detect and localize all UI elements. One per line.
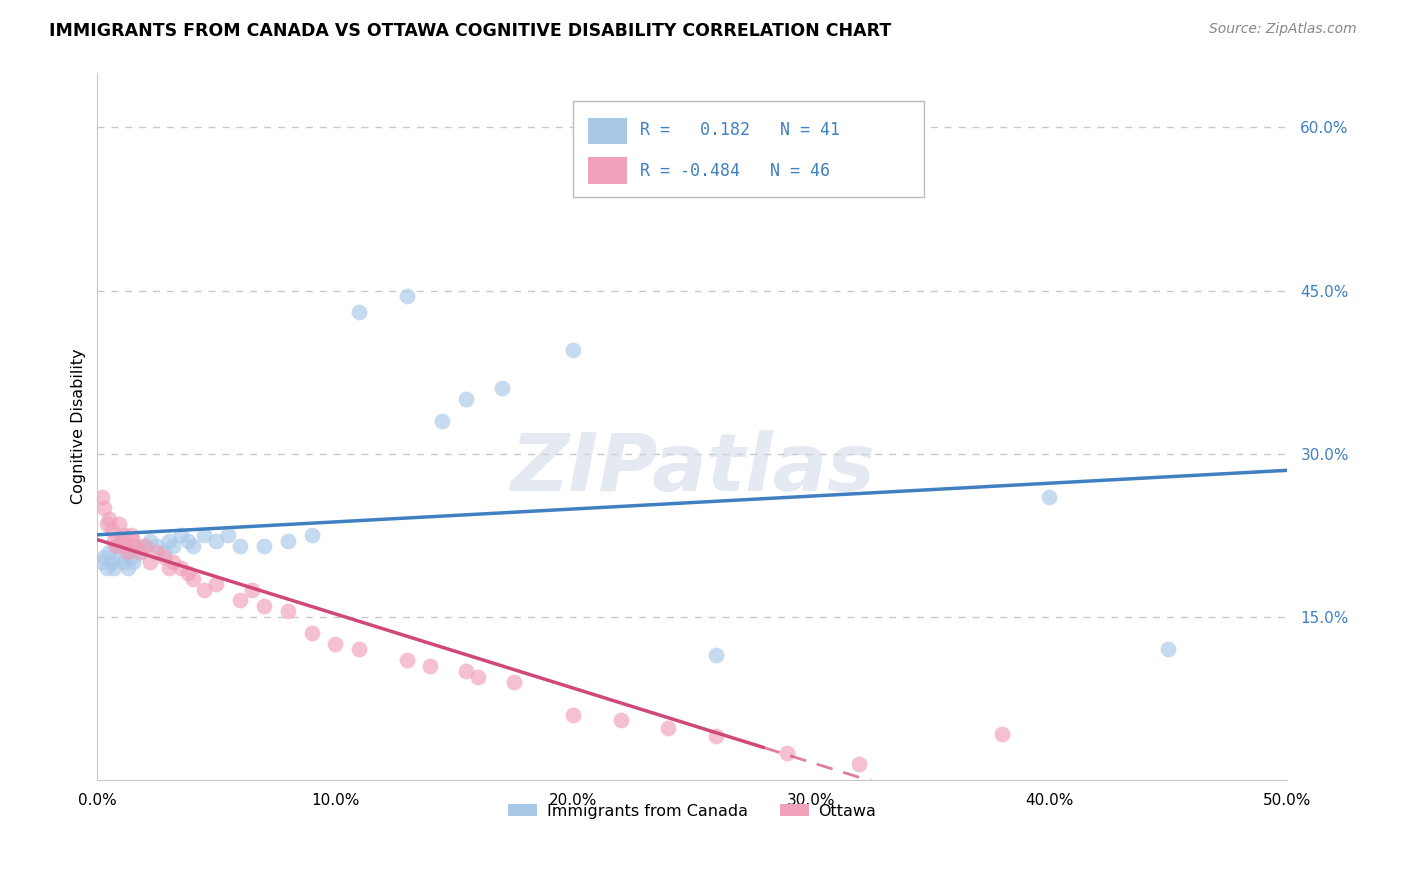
Point [193,528,215,542]
Point [562,343,585,358]
Point [395,653,418,667]
Point [467,670,489,684]
Point [98,544,121,558]
Point [253,599,276,613]
Bar [588,118,627,145]
Point [91,490,114,504]
Point [110,533,132,548]
Point [105,539,128,553]
Point [134,539,156,553]
Point [1157,642,1180,657]
Point [162,539,184,553]
Point [347,642,370,657]
Point [110,533,132,548]
Point [120,528,142,542]
Point [491,381,513,395]
Point [107,517,129,532]
Point [432,414,454,428]
Point [776,746,799,760]
Point [347,305,370,319]
Point [205,533,228,548]
Point [193,582,215,597]
Legend: Immigrants from Canada, Ottawa: Immigrants from Canada, Ottawa [502,797,883,825]
Point [162,556,184,570]
Point [395,289,418,303]
Point [96,561,118,575]
Point [138,533,160,548]
Point [146,539,169,553]
Point [704,648,727,662]
Point [277,604,299,618]
Point [103,533,125,548]
Point [124,539,146,553]
Point [419,658,441,673]
FancyBboxPatch shape [574,102,924,197]
Point [502,675,524,690]
Point [134,539,156,553]
Point [93,501,115,516]
Point [181,572,204,586]
Point [610,713,633,727]
Point [153,549,176,564]
Point [93,549,115,564]
Point [157,533,180,548]
Point [848,756,870,771]
Point [169,528,191,542]
Point [205,577,228,591]
Point [129,544,152,558]
Point [103,561,125,575]
Point [301,528,323,542]
Point [120,549,142,564]
Point [122,533,145,548]
Point [253,539,276,553]
Point [169,561,191,575]
Point [277,533,299,548]
Point [181,539,204,553]
Point [562,707,585,722]
Point [990,727,1012,741]
Point [456,664,478,678]
Point [229,539,252,553]
Point [117,561,139,575]
Point [138,556,160,570]
Text: Source: ZipAtlas.com: Source: ZipAtlas.com [1209,22,1357,37]
Text: ZIPatlas: ZIPatlas [510,430,875,508]
Point [112,528,135,542]
Point [100,556,122,570]
Point [107,549,129,564]
Point [100,523,122,537]
Point [301,626,323,640]
Point [217,528,239,542]
Point [657,721,679,735]
Point [129,544,152,558]
Text: R =   0.182   N = 41: R = 0.182 N = 41 [640,121,839,139]
Point [229,593,252,607]
Point [112,556,135,570]
Text: R = -0.484   N = 46: R = -0.484 N = 46 [640,161,830,179]
Point [117,544,139,558]
Point [115,539,138,553]
Point [98,512,121,526]
Point [153,544,176,558]
Point [1038,490,1060,504]
Point [91,556,114,570]
Point [146,544,169,558]
Point [323,637,346,651]
Point [115,544,138,558]
Bar [588,157,627,184]
Point [240,582,263,597]
Point [122,556,145,570]
Point [177,533,200,548]
Y-axis label: Cognitive Disability: Cognitive Disability [72,349,86,504]
Text: IMMIGRANTS FROM CANADA VS OTTAWA COGNITIVE DISABILITY CORRELATION CHART: IMMIGRANTS FROM CANADA VS OTTAWA COGNITI… [49,22,891,40]
Point [704,730,727,744]
Point [105,539,128,553]
Point [177,566,200,581]
Point [456,392,478,407]
Point [96,517,118,532]
Point [124,539,146,553]
Point [157,561,180,575]
